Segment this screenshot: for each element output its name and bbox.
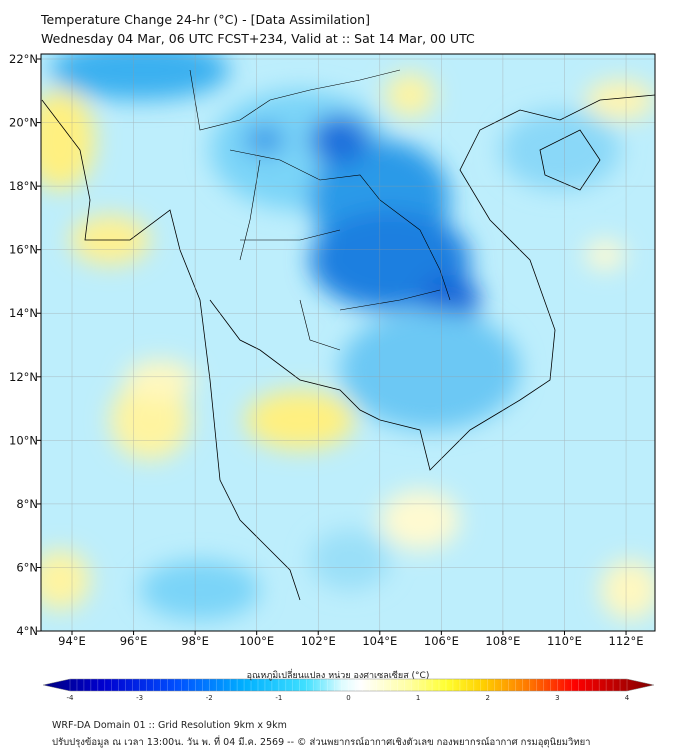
colorbar-tick-label: -1 — [275, 694, 282, 702]
map-frame — [40, 53, 656, 632]
lat-tick-label: 12°N — [9, 370, 38, 384]
colorbar-tick-label: 4 — [625, 694, 630, 702]
colorbar-label: อุณหภูมิเปลี่ยนแปลง หน่วย องศาเซลเซียส (… — [246, 671, 430, 681]
colorbar-tick-label: 0 — [346, 694, 350, 702]
lat-tick-label: 10°N — [9, 433, 38, 447]
lat-tick-label: 14°N — [9, 306, 38, 320]
lat-tick-label: 4°N — [16, 624, 38, 638]
lon-tick-label: 100°E — [239, 634, 274, 648]
colorbar-tick-label: 1 — [416, 694, 420, 702]
lon-tick-label: 110°E — [547, 634, 582, 648]
colorbar-tick-label: 3 — [555, 694, 559, 702]
chart-subtitle: Wednesday 04 Mar, 06 UTC FCST+234, Valid… — [41, 31, 475, 46]
colorbar-tick-label: 2 — [486, 694, 490, 702]
lon-tick-label: 102°E — [301, 634, 336, 648]
lat-tick-label: 18°N — [9, 179, 38, 193]
colorbar-tick-label: -4 — [67, 694, 75, 702]
borders — [189, 69, 451, 351]
footer-model-info: WRF-DA Domain 01 :: Grid Resolution 9km … — [52, 720, 287, 731]
chart-title: Temperature Change 24-hr (°C) - [Data As… — [41, 12, 370, 27]
footer-update-info: ปรับปรุงข้อมูล ณ เวลา 13:00น. วัน พ. ที่… — [52, 737, 591, 748]
lon-tick-label: 96°E — [120, 634, 148, 648]
colorbar: -4 -3 -2 -1 0 1 2 3 4 — [42, 678, 655, 702]
lat-tick-label: 6°N — [16, 560, 38, 574]
coastlines — [41, 94, 655, 601]
lon-tick-label: 94°E — [58, 634, 86, 648]
lat-tick-label: 20°N — [9, 116, 38, 130]
lon-tick-label: 112°E — [609, 634, 644, 648]
lon-tick-label: 104°E — [362, 634, 397, 648]
field-layer — [41, 54, 655, 631]
lat-tick-label: 8°N — [16, 497, 38, 511]
lon-tick-label: 98°E — [181, 634, 209, 648]
lon-tick-label: 106°E — [424, 634, 459, 648]
lat-tick-label: 22°N — [9, 52, 38, 66]
lat-tick-label: 16°N — [9, 243, 38, 257]
lon-tick-label: 108°E — [485, 634, 520, 648]
colorbar-tick-label: -3 — [136, 694, 143, 702]
colorbar-tick-label: -2 — [206, 694, 213, 702]
